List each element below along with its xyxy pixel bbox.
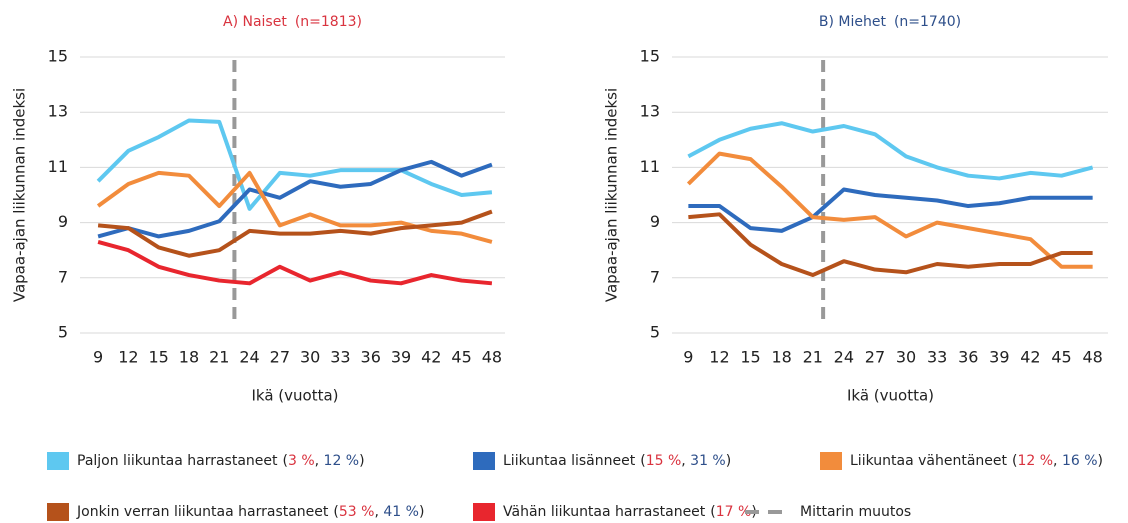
x-tick-label: 45 <box>451 348 471 367</box>
legend-label: Liikuntaa lisänneet (15 %, 31 %) <box>503 453 731 469</box>
legend-share-women: 3 % <box>288 453 315 469</box>
legend-share-men: 12 % <box>324 453 360 469</box>
chart-title: B) Miehet (n=1740) <box>819 14 961 30</box>
x-tick-label: 27 <box>865 348 885 367</box>
x-tick-label: 21 <box>803 348 823 367</box>
legend-punct: ( <box>710 504 715 520</box>
y-tick-label: 15 <box>640 47 660 66</box>
x-tick-label: 42 <box>1020 348 1040 367</box>
subtitle-text: (n=1813) <box>295 14 362 30</box>
legend-punct: ( <box>333 504 338 520</box>
legend-name: Paljon liikuntaa harrastaneet <box>77 453 278 469</box>
x-tick-label: 9 <box>683 348 693 367</box>
legend-label: Paljon liikuntaa harrastaneet (3 %, 12 %) <box>77 453 365 469</box>
series-line <box>97 239 493 286</box>
legend-punct: ( <box>1012 453 1017 469</box>
y-tick-label: 5 <box>650 323 660 342</box>
series-line <box>97 159 493 239</box>
x-tick-label: 36 <box>361 348 381 367</box>
y-tick-label: 7 <box>650 267 660 286</box>
legend-share-women: 17 % <box>716 504 752 520</box>
x-tick-label: 18 <box>179 348 199 367</box>
legend-swatch <box>473 452 495 470</box>
legend-swatch <box>47 452 69 470</box>
x-tick-label: 24 <box>239 348 259 367</box>
x-tick-label: 48 <box>1082 348 1102 367</box>
series-line <box>96 118 493 211</box>
x-tick-label: 48 <box>482 348 502 367</box>
x-tick-label: 33 <box>330 348 350 367</box>
x-tick-label: 15 <box>740 348 760 367</box>
series-line <box>96 170 493 244</box>
y-tick-label: 13 <box>48 102 68 121</box>
x-tick-label: 24 <box>834 348 854 367</box>
legend-label: Liikuntaa vähentäneet (12 %, 16 %) <box>850 453 1103 469</box>
title-text: B) Miehet <box>819 14 887 30</box>
legend-name: Jonkin verran liikuntaa harrastaneet <box>76 504 329 520</box>
legend-swatch <box>47 503 69 521</box>
y-tick-label: 9 <box>58 212 68 231</box>
legend-punct: ) <box>359 453 364 469</box>
x-tick-label: 39 <box>391 348 411 367</box>
series-line <box>687 121 1094 181</box>
chart-title: A) Naiset (n=1813) <box>223 14 362 30</box>
legend-punct: ( <box>640 453 645 469</box>
legend-change-label: Mittarin muutos <box>800 504 911 520</box>
legend-name: Liikuntaa lisänneet <box>503 453 636 469</box>
legend-label: Jonkin verran liikuntaa harrastaneet (53 … <box>76 504 424 520</box>
subtitle-text: (n=1740) <box>894 14 961 30</box>
series-line <box>97 209 493 258</box>
y-tick-label: 11 <box>640 157 660 176</box>
legend-name: Vähän liikuntaa harrastaneet <box>503 504 706 520</box>
legend-share-men: 31 % <box>690 453 726 469</box>
x-tick-label: 18 <box>771 348 791 367</box>
legend-share-women: 12 % <box>1017 453 1053 469</box>
legend-punct: , <box>374 504 383 520</box>
x-tick-label: 15 <box>149 348 169 367</box>
x-axis-label: Ikä (vuotta) <box>251 387 338 405</box>
legend-punct: , <box>681 453 690 469</box>
legend-punct: ( <box>283 453 288 469</box>
legend-share-men: 41 % <box>383 504 419 520</box>
legend-punct: , <box>1053 453 1062 469</box>
legend-punct: , <box>315 453 324 469</box>
series-line <box>688 212 1093 278</box>
legend-share-women: 15 % <box>646 453 682 469</box>
x-tick-label: 9 <box>93 348 103 367</box>
legend-swatch <box>473 503 495 521</box>
y-axis-label: Vapaa-ajan liikunnan indeksi <box>603 88 621 302</box>
legend-share-women: 53 % <box>339 504 375 520</box>
x-axis-label: Ikä (vuotta) <box>847 387 934 405</box>
legend-punct: ) <box>726 453 731 469</box>
series-line <box>686 151 1093 269</box>
x-tick-label: 33 <box>927 348 947 367</box>
y-tick-label: 15 <box>48 47 68 66</box>
y-tick-label: 13 <box>640 102 660 121</box>
x-tick-label: 42 <box>421 348 441 367</box>
x-tick-label: 12 <box>118 348 138 367</box>
y-tick-label: 7 <box>58 267 68 286</box>
legend-label: Vähän liikuntaa harrastaneet(17 %) <box>503 504 757 520</box>
x-tick-label: 21 <box>209 348 229 367</box>
series-line <box>688 187 1093 233</box>
x-tick-label: 12 <box>709 348 729 367</box>
x-tick-label: 30 <box>896 348 916 367</box>
x-tick-label: 36 <box>958 348 978 367</box>
legend-punct: ) <box>419 504 424 520</box>
legend-swatch <box>820 452 842 470</box>
legend-name: Liikuntaa vähentäneet <box>850 453 1007 469</box>
x-tick-label: 27 <box>270 348 290 367</box>
legend-share-men: 16 % <box>1062 453 1098 469</box>
y-tick-label: 5 <box>58 323 68 342</box>
x-tick-label: 30 <box>300 348 320 367</box>
title-text: A) Naiset <box>223 14 287 30</box>
y-tick-label: 9 <box>650 212 660 231</box>
x-tick-label: 45 <box>1051 348 1071 367</box>
x-tick-label: 39 <box>989 348 1009 367</box>
y-axis-label: Vapaa-ajan liikunnan indeksi <box>11 88 29 302</box>
legend-punct: ) <box>1098 453 1103 469</box>
y-tick-label: 11 <box>48 157 68 176</box>
